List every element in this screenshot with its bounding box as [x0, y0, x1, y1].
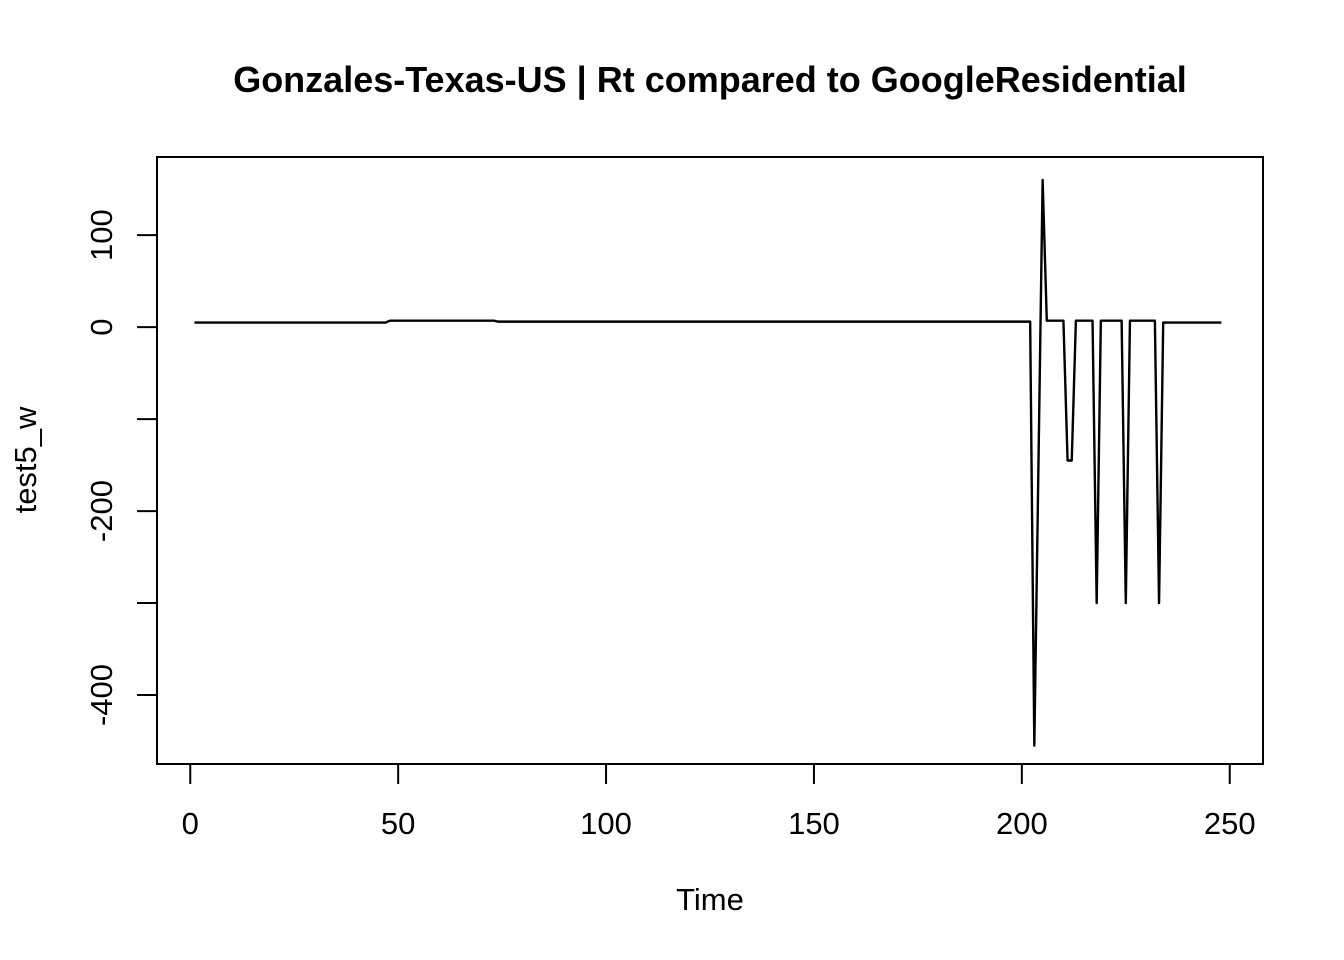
y-axis: -400 -200 0 100	[84, 209, 158, 726]
x-tick-label: 100	[580, 806, 632, 841]
y-tick-label: 0	[84, 319, 119, 336]
x-tick-label: 0	[182, 806, 199, 841]
y-tick-label: 100	[84, 209, 119, 261]
x-axis: 0 50 100 150 200 250	[182, 763, 1256, 841]
x-tick-label: 50	[381, 806, 415, 841]
y-axis-label: test5_w	[8, 406, 43, 513]
series-line	[194, 178, 1222, 747]
chart-title: Gonzales-Texas-US | Rt compared to Googl…	[233, 59, 1187, 101]
x-tick-label: 200	[996, 806, 1048, 841]
y-tick-label: -200	[84, 480, 119, 542]
y-tick-label: -400	[84, 664, 119, 726]
plot-frame	[156, 156, 1264, 765]
x-axis-label: Time	[676, 882, 744, 917]
x-tick-label: 250	[1204, 806, 1256, 841]
x-tick-label: 150	[788, 806, 840, 841]
